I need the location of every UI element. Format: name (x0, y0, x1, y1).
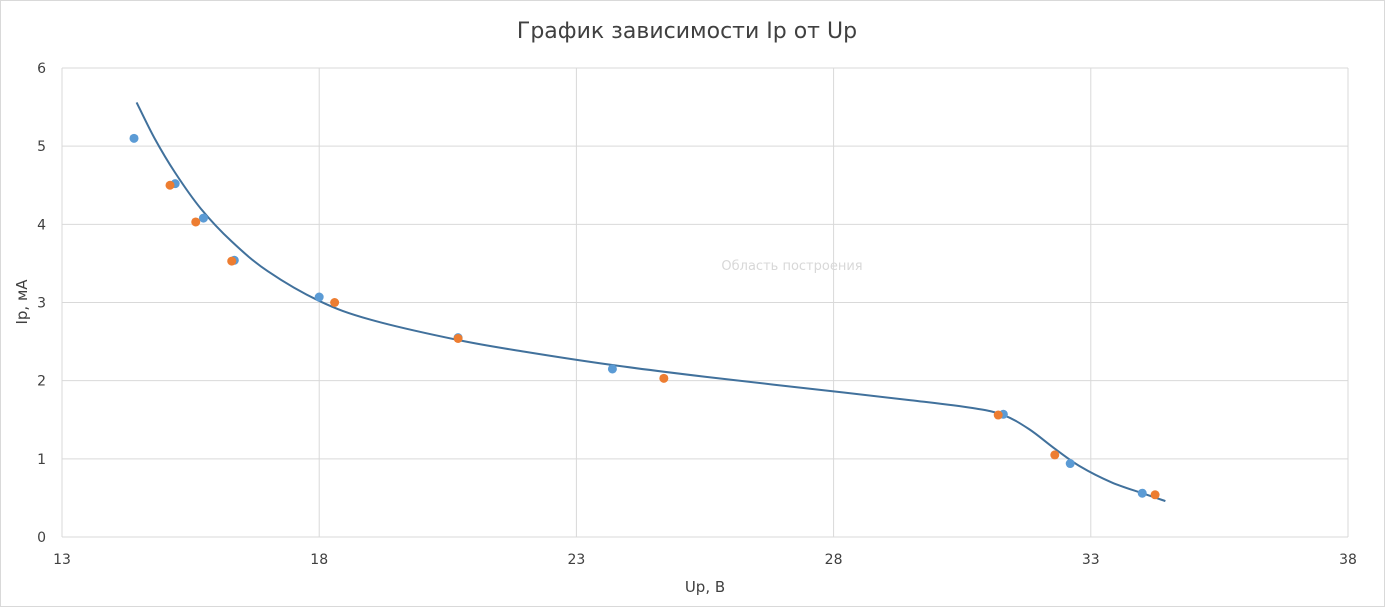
x-tick-label: 38 (1339, 552, 1357, 568)
y-tick-label: 1 (37, 452, 46, 468)
y-tick-label: 2 (37, 374, 46, 390)
x-axis-label: Up, В (685, 578, 725, 596)
plot-area-hover-label: Область построения (721, 259, 862, 274)
series-1-point (1137, 488, 1147, 498)
series-1-point (129, 133, 139, 143)
trendline (135, 101, 1166, 502)
x-tick-label: 33 (1082, 552, 1100, 568)
y-axis-label: Ip, мА (13, 279, 31, 325)
series-2-point (453, 333, 463, 343)
series-2-point (330, 298, 340, 307)
series-1-point (607, 364, 617, 374)
series-2-point (1050, 450, 1060, 460)
series-2-point (227, 256, 237, 266)
series-1-point (314, 292, 324, 302)
gridlines (61, 67, 1349, 538)
series-2-point (165, 180, 175, 190)
y-tick-label: 5 (37, 139, 46, 155)
series-2-point (993, 410, 1003, 420)
y-tick-label: 6 (37, 61, 46, 77)
x-tick-label: 13 (53, 552, 71, 568)
y-tick-label: 3 (37, 296, 46, 312)
y-tick-label: 4 (37, 217, 46, 233)
data-points (129, 133, 1160, 500)
series-2-point (659, 373, 669, 383)
series-1-point (198, 213, 208, 223)
x-tick-label: 28 (825, 552, 843, 568)
series-2-point (191, 217, 201, 227)
x-tick-label: 23 (567, 552, 585, 568)
y-tick-label: 0 (37, 530, 46, 546)
series-2-point (1150, 490, 1160, 500)
x-tick-label: 18 (310, 552, 328, 568)
chart-title: График зависимости Ip от Up (517, 19, 857, 44)
series-1-point (1065, 459, 1075, 469)
